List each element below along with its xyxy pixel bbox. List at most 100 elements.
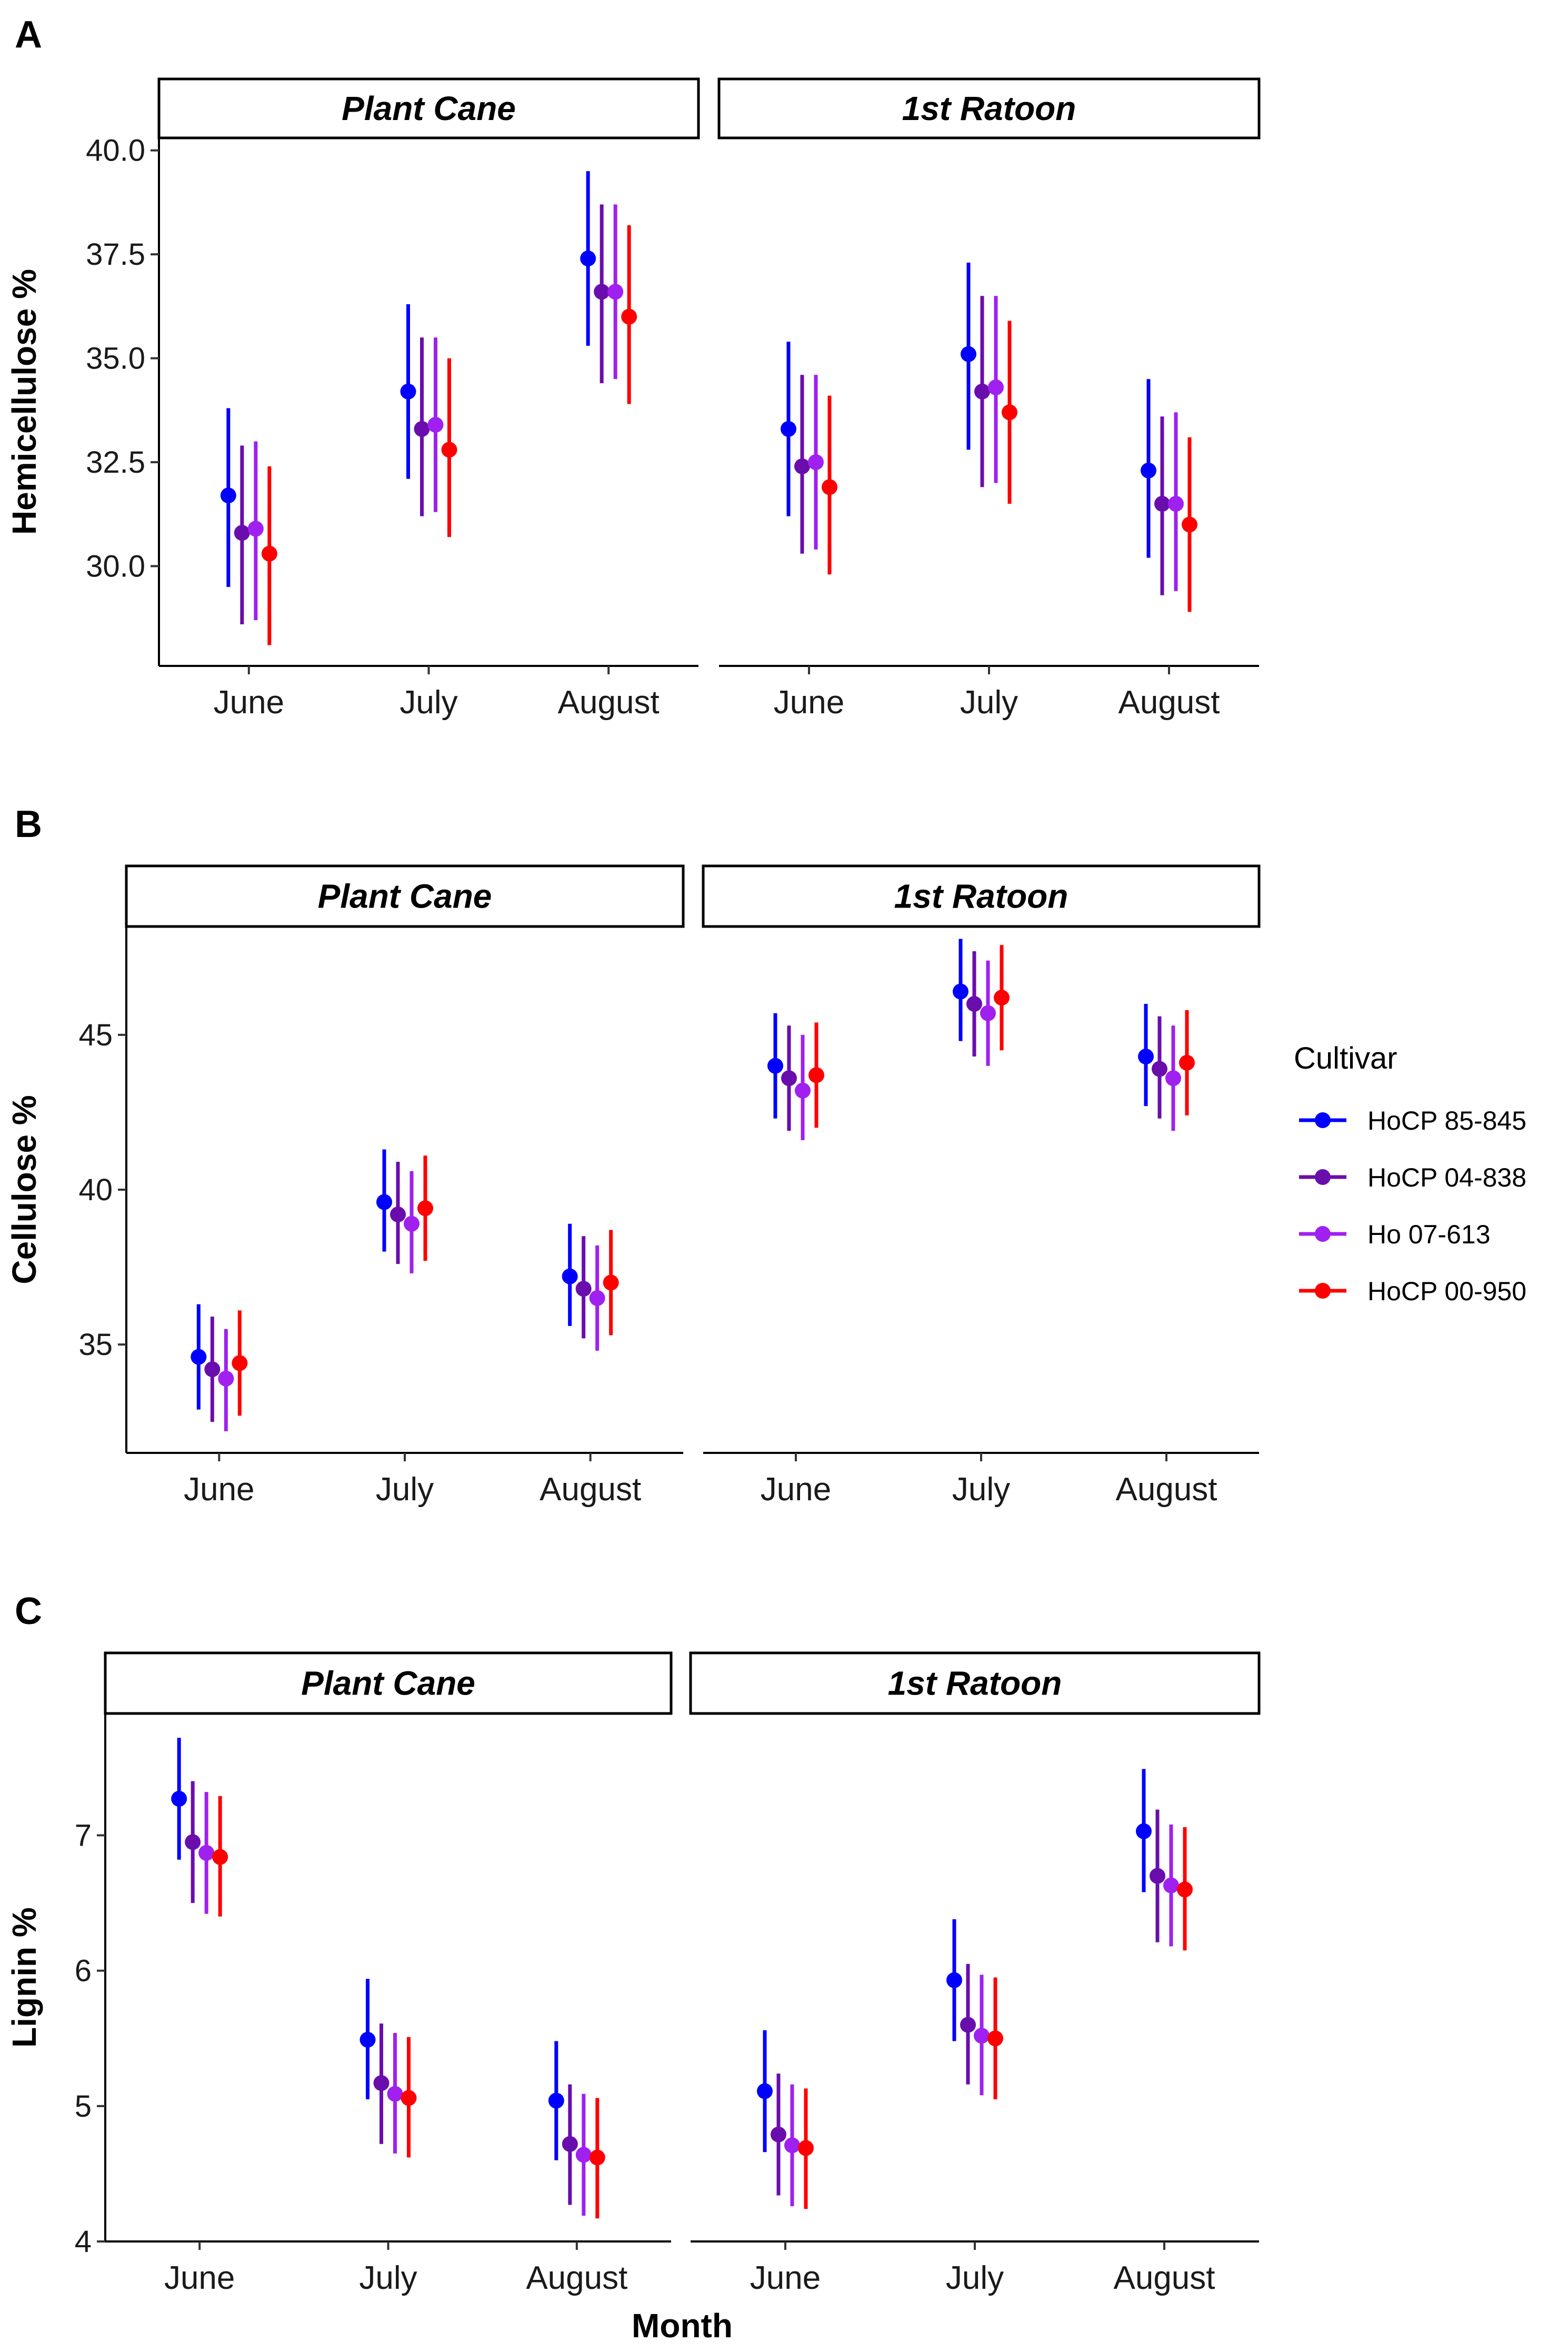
y-tick-label: 37.5 bbox=[86, 237, 145, 272]
x-axis-title: Month bbox=[632, 2307, 733, 2345]
data-point bbox=[575, 1281, 592, 1297]
data-point bbox=[1152, 1061, 1167, 1077]
data-point bbox=[1165, 1070, 1181, 1087]
data-point bbox=[607, 284, 624, 300]
facet-1st-ratoon: 1st Ratoon June July August bbox=[717, 77, 1261, 721]
panel-letter: C bbox=[15, 1590, 42, 1632]
data-point bbox=[589, 1290, 605, 1306]
legend-label: HoCP 04-838 bbox=[1367, 1163, 1526, 1192]
x-tick-label: July bbox=[952, 1471, 1010, 1508]
data-point bbox=[376, 1194, 392, 1210]
y-tick-label: 40 bbox=[78, 1173, 113, 1207]
legend-label: Ho 07-613 bbox=[1367, 1220, 1491, 1249]
y-tick-label: 35.0 bbox=[86, 342, 145, 376]
data-point bbox=[1163, 1877, 1179, 1893]
data-point bbox=[974, 383, 990, 400]
data-point bbox=[247, 521, 264, 537]
data-point bbox=[1150, 1868, 1165, 1884]
data-point bbox=[404, 1215, 420, 1232]
x-tick-label: August bbox=[1118, 684, 1220, 721]
data-point bbox=[781, 421, 796, 437]
data-point bbox=[562, 1268, 578, 1284]
data-point bbox=[1138, 1049, 1154, 1065]
data-point bbox=[1136, 1823, 1152, 1839]
data-point bbox=[946, 1972, 962, 1988]
x-tick-label: July bbox=[960, 684, 1018, 721]
facet-strip-label: 1st Ratoon bbox=[894, 878, 1068, 915]
x-tick-label: July bbox=[359, 2260, 417, 2296]
data-point bbox=[575, 2147, 592, 2163]
data-point bbox=[171, 1791, 187, 1807]
y-tick-label: 35 bbox=[78, 1328, 113, 1362]
y-tick-label: 5 bbox=[75, 2089, 92, 2124]
data-point bbox=[441, 442, 457, 458]
data-point bbox=[400, 383, 416, 400]
data-point bbox=[966, 996, 982, 1012]
panel-letter: A bbox=[15, 14, 42, 56]
data-point bbox=[198, 1845, 215, 1861]
x-tick-label: June bbox=[774, 684, 844, 721]
x-tick-label: June bbox=[184, 1471, 254, 1508]
facet-strip-label: Plant Cane bbox=[301, 1665, 475, 1702]
panel-letter: B bbox=[15, 803, 42, 845]
x-tick-label: June bbox=[750, 2260, 821, 2296]
x-tick-label: August bbox=[540, 1471, 641, 1508]
x-tick-label: August bbox=[558, 684, 660, 721]
x-tick-label: July bbox=[946, 2260, 1004, 2296]
facet-strip bbox=[104, 1651, 673, 1715]
data-point bbox=[621, 308, 637, 325]
x-tick-label: August bbox=[1113, 2260, 1215, 2296]
facet-1st-ratoon: 1st Ratoon June July August bbox=[702, 864, 1261, 1508]
x-tick-label: August bbox=[1115, 1471, 1217, 1508]
facet-1st-ratoon: 1st Ratoon June July August bbox=[689, 1651, 1261, 2296]
facet-strip bbox=[125, 864, 685, 928]
data-point bbox=[808, 454, 824, 471]
facet-plant-cane: Plant Cane June July August bbox=[104, 1651, 673, 2296]
facet-strip bbox=[689, 1651, 1261, 1715]
legend-key-point bbox=[1315, 1169, 1331, 1185]
data-point bbox=[218, 1370, 234, 1387]
data-point bbox=[212, 1849, 228, 1865]
data-point bbox=[562, 2136, 578, 2152]
data-point bbox=[767, 1058, 783, 1074]
y-tick-label: 30.0 bbox=[86, 549, 145, 583]
data-point bbox=[220, 487, 236, 504]
data-point bbox=[1179, 1054, 1195, 1071]
data-point bbox=[387, 2086, 403, 2102]
data-point bbox=[822, 479, 837, 495]
facet-plant-cane: Plant Cane June July August bbox=[125, 864, 685, 1508]
data-point bbox=[548, 2092, 564, 2109]
x-tick-label: June bbox=[164, 2260, 235, 2296]
data-point bbox=[414, 421, 430, 437]
data-point bbox=[798, 2140, 814, 2156]
data-point bbox=[781, 1070, 797, 1087]
data-point bbox=[427, 416, 444, 433]
y-tick-label: 45 bbox=[78, 1018, 113, 1052]
y-axis-title: Cellulose % bbox=[5, 1095, 43, 1284]
panel-B: B Cellulose % 35 40 45 Plant Cane June July Augu… bbox=[5, 803, 1261, 1508]
y-axis-title: Hemicellulose % bbox=[5, 269, 43, 535]
data-point bbox=[234, 525, 250, 541]
legend-title: Cultivar bbox=[1294, 1041, 1397, 1075]
data-point bbox=[771, 2126, 786, 2142]
data-point bbox=[1177, 1881, 1193, 1898]
facet-strip-label: Plant Cane bbox=[318, 878, 492, 915]
y-tick-label: 6 bbox=[75, 1954, 92, 1988]
data-point bbox=[589, 2149, 605, 2166]
data-point bbox=[417, 1200, 433, 1217]
legend-key-point bbox=[1315, 1283, 1331, 1299]
data-point bbox=[1154, 495, 1170, 512]
y-axis-title: Lignin % bbox=[5, 1907, 43, 2048]
data-point bbox=[794, 458, 810, 474]
x-tick-label: August bbox=[526, 2260, 627, 2296]
legend-label: HoCP 85-845 bbox=[1367, 1106, 1526, 1135]
y-tick-label: 4 bbox=[75, 2225, 92, 2259]
data-point bbox=[988, 379, 1004, 395]
data-point bbox=[1002, 404, 1017, 421]
data-point bbox=[1182, 516, 1197, 533]
data-point bbox=[603, 1274, 619, 1291]
legend-key-point bbox=[1315, 1112, 1331, 1128]
data-point bbox=[987, 2030, 1003, 2047]
data-point bbox=[961, 346, 976, 362]
data-point bbox=[960, 2017, 976, 2033]
